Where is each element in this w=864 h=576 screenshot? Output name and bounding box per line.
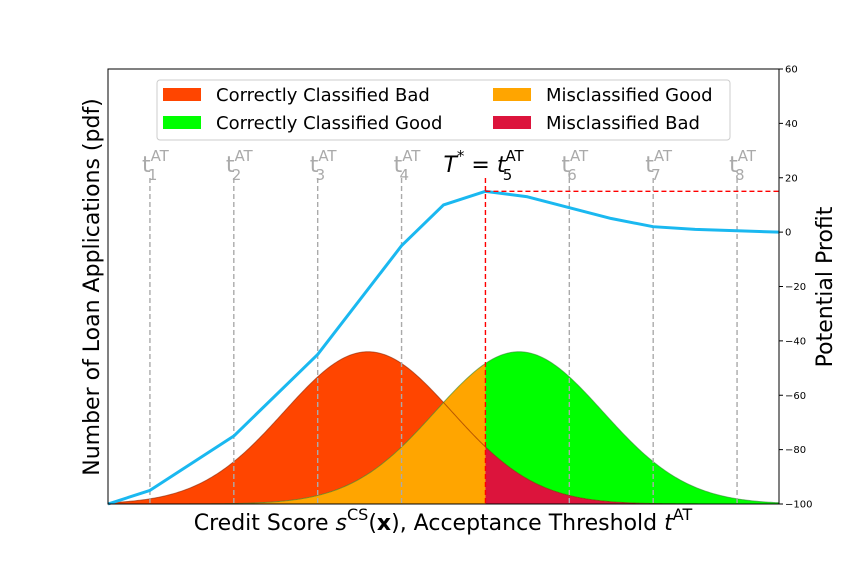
legend: Correctly Classified Bad Misclassified Go… [156, 79, 731, 141]
optimal-t: t [497, 153, 507, 178]
legend-label-3: Correctly Classified Good [216, 113, 442, 134]
legend-label-4: Misclassified Bad [546, 113, 700, 134]
x-axis-label: Credit Score sCS(x), Acceptance Threshol… [194, 505, 693, 536]
threshold-label-4: tAT 4 [394, 147, 422, 184]
threshold-label-sub: 4 [399, 166, 409, 184]
right-tick-label-4: −20 [785, 282, 806, 293]
y-axis-label-left: Number of Loan Applications (pdf) [80, 98, 105, 476]
y-axis-label-right: Potential Profit [813, 206, 838, 367]
threshold-label-sup: AT [151, 147, 170, 165]
threshold-label-sup: AT [402, 147, 421, 165]
threshold-label-sub: 6 [567, 166, 577, 184]
x-label-t: t [664, 511, 674, 536]
x-label-t-sup: AT [673, 505, 693, 524]
threshold-label-2: tAT 2 [226, 147, 254, 184]
optimal-T: T [443, 153, 458, 178]
threshold-label-t: t [729, 153, 738, 178]
right-tick-label-7: −80 [785, 445, 806, 456]
threshold-label-sub: 8 [735, 166, 745, 184]
area-correct-bad [108, 351, 486, 504]
threshold-label-3: tAT 3 [310, 147, 338, 184]
threshold-label-sup: AT [570, 147, 589, 165]
profit-line [107, 189, 780, 506]
optimal-sub: 5 [503, 166, 513, 184]
threshold-label-t: t [142, 153, 151, 178]
legend-swatch-3 [163, 116, 201, 129]
legend-label-2: Misclassified Good [546, 85, 713, 106]
threshold-label-t: t [226, 153, 235, 178]
threshold-label-sup: AT [318, 147, 337, 165]
legend-swatch-1 [163, 88, 201, 101]
area-correct-good [485, 351, 779, 504]
threshold-label-sup: AT [738, 147, 757, 165]
right-tick-label-3: 0 [785, 228, 791, 239]
area-misclassified-good [108, 363, 486, 504]
optimal-equals: = [464, 153, 496, 178]
threshold-label-sub: 3 [316, 166, 326, 184]
optimal-star: * [457, 147, 465, 165]
threshold-label-8: tAT 8 [729, 147, 757, 184]
x-label-x: x [377, 511, 391, 536]
threshold-label-sub: 1 [148, 166, 158, 184]
threshold-label-t: t [645, 153, 654, 178]
x-label-sup: CS [347, 505, 368, 524]
threshold-label-6: tAT 6 [561, 147, 589, 184]
threshold-label-sup: AT [234, 147, 253, 165]
threshold-label-sub: 2 [232, 166, 242, 184]
x-label-main: Credit Score [194, 511, 336, 536]
right-tick-label-1: 40 [785, 119, 798, 130]
x-label-paren-open: ( [368, 511, 377, 536]
right-tick-label-5: −40 [785, 336, 806, 347]
right-tick-label-8: −100 [785, 500, 812, 511]
right-tick-label-2: 20 [785, 173, 798, 184]
threshold-label-t: t [310, 153, 319, 178]
area-misclassified-bad [485, 446, 779, 504]
threshold-label-sup: AT [654, 147, 673, 165]
legend-box [156, 79, 731, 141]
optimal-sup: AT [505, 147, 524, 165]
threshold-label-t: t [394, 153, 403, 178]
right-tick-label-0: 60 [785, 65, 798, 76]
optimal-threshold-label: T* = tAT 5 [443, 147, 524, 184]
legend-swatch-4 [493, 116, 531, 129]
threshold-label-t: t [561, 153, 570, 178]
threshold-label-sub: 7 [651, 166, 661, 184]
x-label-s: s [336, 511, 347, 536]
legend-swatch-2 [493, 88, 531, 101]
x-label-rest: ), Acceptance Threshold [391, 511, 664, 536]
threshold-label-1: tAT 1 [142, 147, 170, 184]
legend-label-1: Correctly Classified Bad [216, 85, 430, 106]
right-tick-label-6: −60 [785, 391, 806, 402]
threshold-label-7: tAT 7 [645, 147, 673, 184]
